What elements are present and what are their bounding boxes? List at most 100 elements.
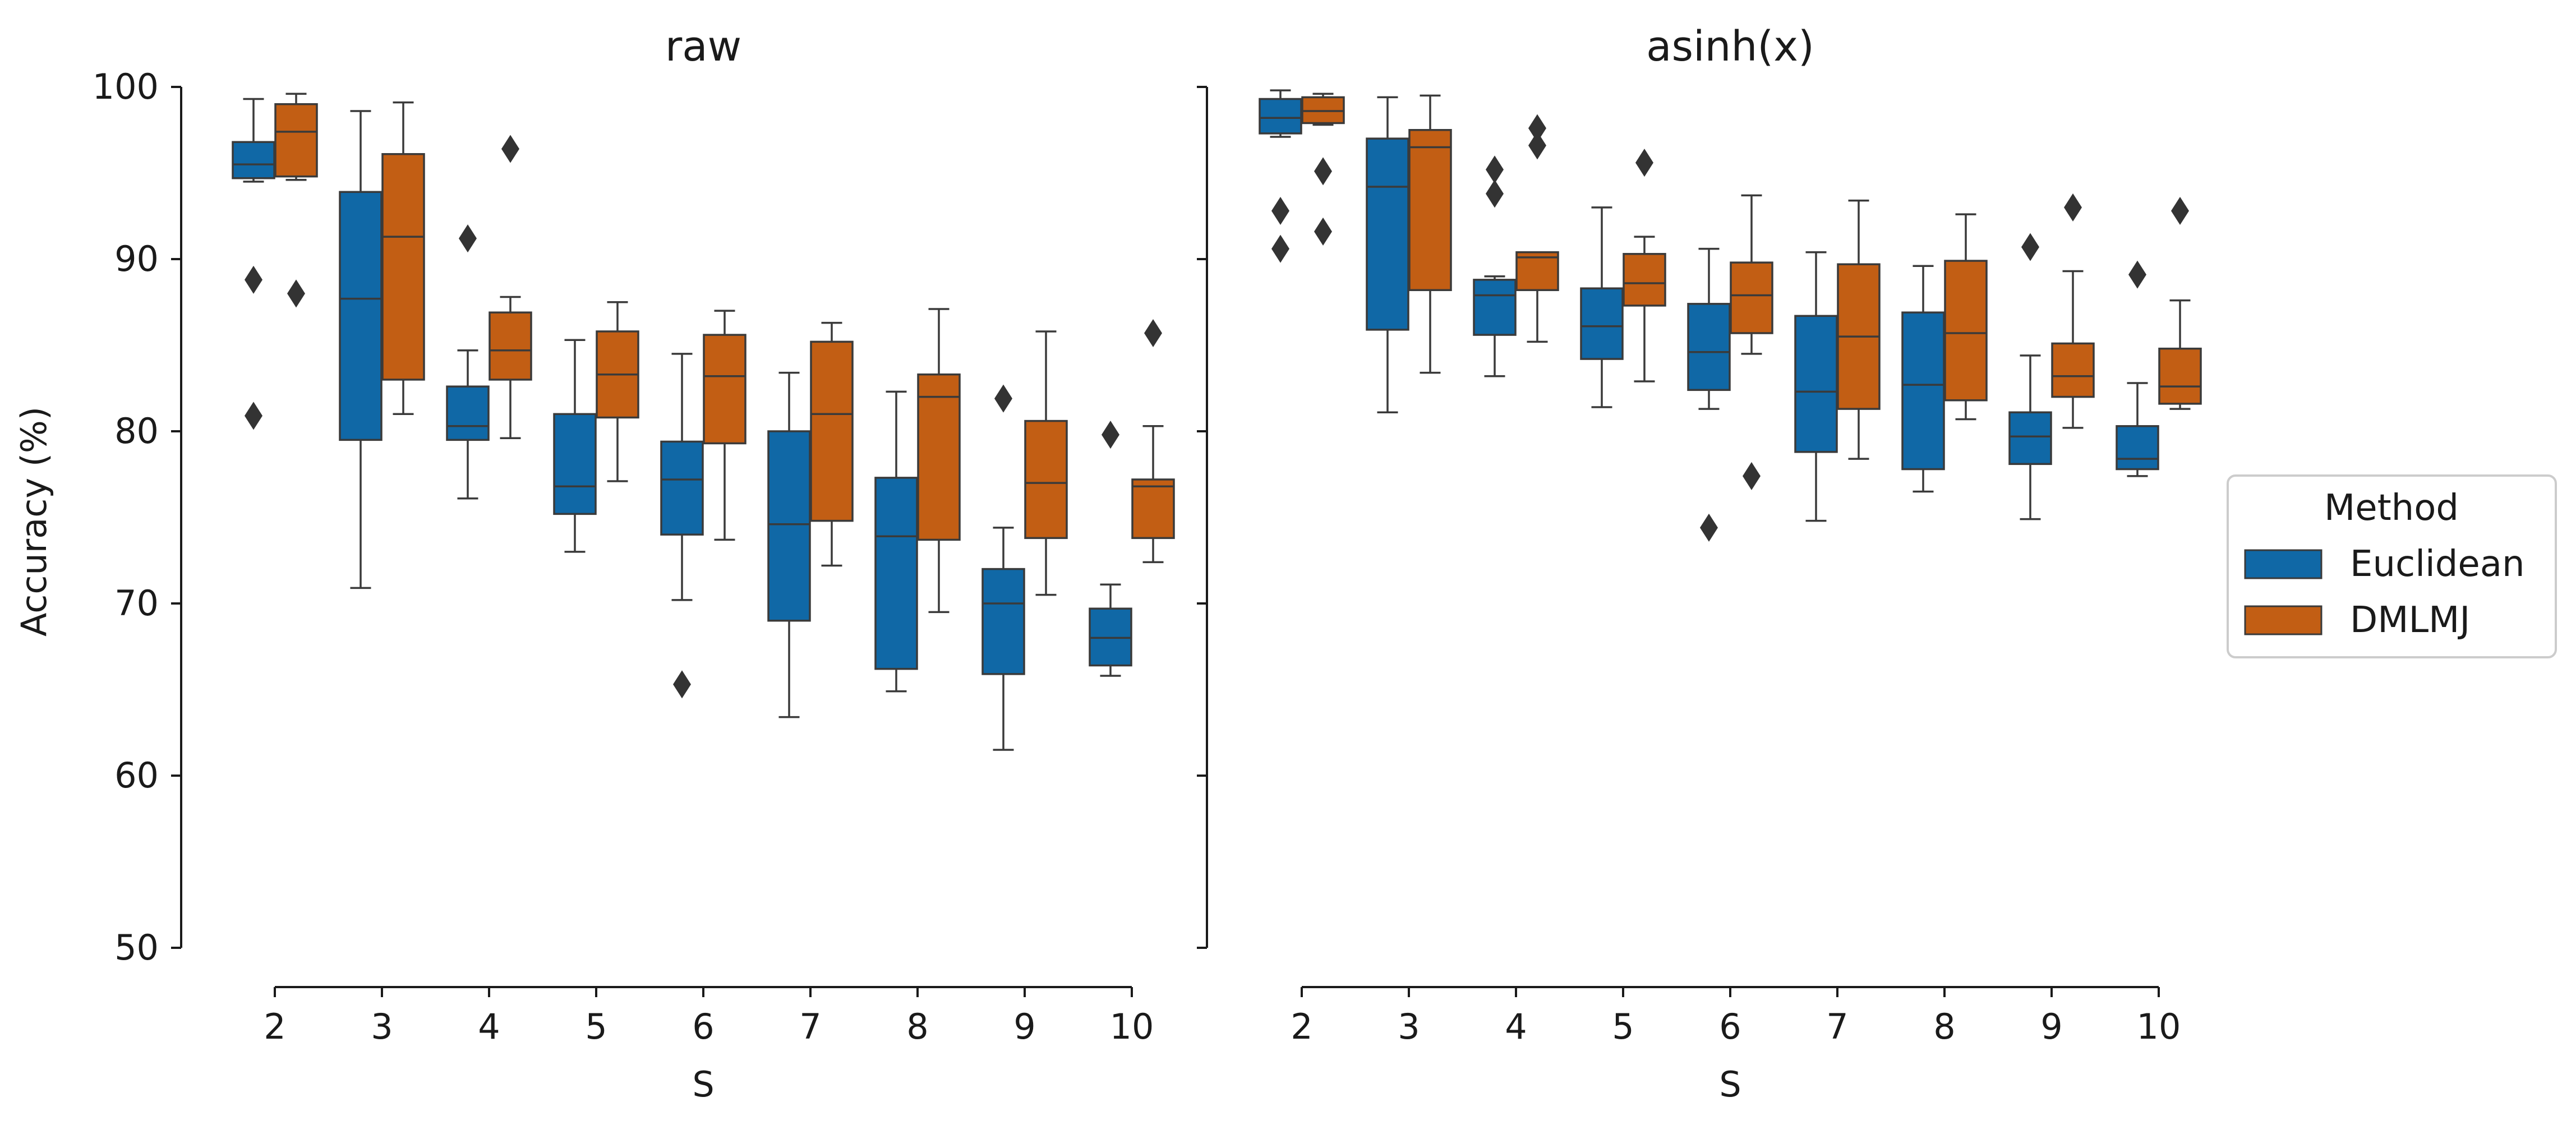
- box-dmlmj-s3: [1408, 94, 1452, 374]
- box-dmlmj-s2: [274, 93, 318, 308]
- x-axis-title: S: [1719, 1064, 1741, 1105]
- box-body: [1515, 251, 1559, 292]
- box-body: [1131, 478, 1175, 540]
- box-body: [1687, 303, 1731, 391]
- legend-swatch: [2244, 605, 2322, 635]
- box-euclidean-s8: [1901, 265, 1945, 493]
- box-body: [917, 373, 961, 541]
- box-body: [1623, 253, 1666, 307]
- x-tick-label: 9: [1013, 1006, 1035, 1047]
- box-body: [381, 153, 425, 381]
- box-body: [2158, 347, 2202, 405]
- box-dmlmj-s5: [1623, 149, 1666, 382]
- x-tick-label: 7: [799, 1006, 821, 1047]
- outlier-point: [1743, 462, 1761, 490]
- series-euclidean: [1259, 89, 2159, 542]
- x-tick-label: 3: [371, 1006, 393, 1047]
- outlier-point: [459, 224, 477, 253]
- box-body: [1366, 137, 1409, 331]
- y-axis-title: Accuracy (%): [13, 407, 54, 637]
- outlier-point: [1314, 157, 1332, 186]
- box-body: [1580, 287, 1624, 360]
- outlier-point: [1528, 131, 1546, 160]
- outlier-point: [1486, 179, 1504, 208]
- panel-2: asinh(x) 2 3 4 5 6 7 8 9 10 S: [1197, 22, 2202, 1105]
- box-dmlmj-s10: [1131, 319, 1175, 564]
- y-tick-label: 50: [114, 927, 159, 968]
- box-euclidean-s7: [1794, 251, 1838, 522]
- box-body: [767, 430, 811, 622]
- box-body: [553, 413, 597, 515]
- outlier-point: [1271, 197, 1289, 225]
- box-dmlmj-s6: [703, 310, 746, 541]
- box-body: [1944, 260, 1988, 402]
- box-dmlmj-s6: [1730, 194, 1773, 490]
- y-tick-label: 60: [114, 755, 159, 796]
- box-dmlmj-s9: [1024, 330, 1068, 596]
- box-dmlmj-s5: [596, 301, 639, 482]
- x-tick-label: 6: [1719, 1006, 1741, 1047]
- box-euclidean-s7: [767, 371, 811, 718]
- legend-entry-euclidean: Euclidean: [2244, 543, 2525, 585]
- box-body: [1408, 129, 1452, 292]
- legend-label: DMLMJ: [2350, 600, 2470, 641]
- outlier-point: [1271, 234, 1289, 263]
- box-dmlmj-s4: [489, 135, 532, 440]
- box-body: [981, 568, 1025, 675]
- y-tick-label: 80: [114, 411, 159, 451]
- outlier-point: [1102, 421, 1119, 449]
- box-dmlmj-s7: [810, 321, 854, 567]
- x-tick-label: 10: [1110, 1006, 1154, 1047]
- box-dmlmj-s3: [381, 101, 425, 416]
- box-euclidean-s8: [874, 390, 918, 693]
- box-body: [1901, 311, 1945, 471]
- x-tick-label: 8: [1933, 1006, 1955, 1047]
- outlier-point: [1314, 217, 1332, 246]
- legend-title: Method: [2324, 487, 2459, 529]
- box-body: [2008, 411, 2052, 465]
- box-dmlmj-s8: [917, 308, 961, 614]
- box-body: [810, 340, 854, 522]
- outlier-point: [1144, 319, 1162, 348]
- box-body: [489, 311, 532, 381]
- y-tick-label: 100: [93, 66, 159, 107]
- box-dmlmj-s9: [2051, 193, 2095, 429]
- legend-entry-dmlmj: DMLMJ: [2244, 600, 2470, 641]
- box-body: [339, 191, 383, 441]
- x-tick-label: 6: [692, 1006, 714, 1047]
- box-dmlmj-s4: [1515, 114, 1559, 343]
- box-euclidean-s4: [1473, 155, 1517, 377]
- x-tick-label: 2: [1291, 1006, 1312, 1047]
- outlier-point: [673, 670, 691, 699]
- series-euclidean: [232, 98, 1132, 751]
- box-euclidean-s6: [660, 353, 704, 699]
- outlier-point: [287, 279, 305, 308]
- x-tick-label: 7: [1826, 1006, 1848, 1047]
- box-body: [660, 440, 704, 536]
- box-body: [2051, 342, 2095, 398]
- x-tick-label: 5: [1612, 1006, 1634, 1047]
- box-euclidean-s6: [1687, 247, 1731, 542]
- box-dmlmj-s7: [1837, 199, 1881, 460]
- outlier-point: [994, 384, 1012, 413]
- box-euclidean-s9: [2008, 233, 2052, 520]
- box-dmlmj-s10: [2158, 197, 2202, 410]
- box-body: [274, 103, 318, 178]
- box-body: [874, 477, 918, 670]
- box-body: [1259, 98, 1302, 135]
- x-tick-label: 2: [264, 1006, 285, 1047]
- outlier-point: [2171, 197, 2189, 225]
- box-body: [1730, 261, 1773, 334]
- outlier-point: [245, 265, 262, 294]
- box-dmlmj-s2: [1301, 93, 1345, 246]
- outlier-point: [245, 402, 262, 430]
- x-tick-label: 3: [1398, 1006, 1420, 1047]
- box-body: [703, 334, 746, 445]
- box-body: [1024, 420, 1068, 540]
- x-tick-label: 4: [478, 1006, 500, 1047]
- box-euclidean-s5: [1580, 206, 1624, 408]
- box-euclidean-s10: [2116, 260, 2159, 477]
- panel-title: raw: [665, 22, 741, 71]
